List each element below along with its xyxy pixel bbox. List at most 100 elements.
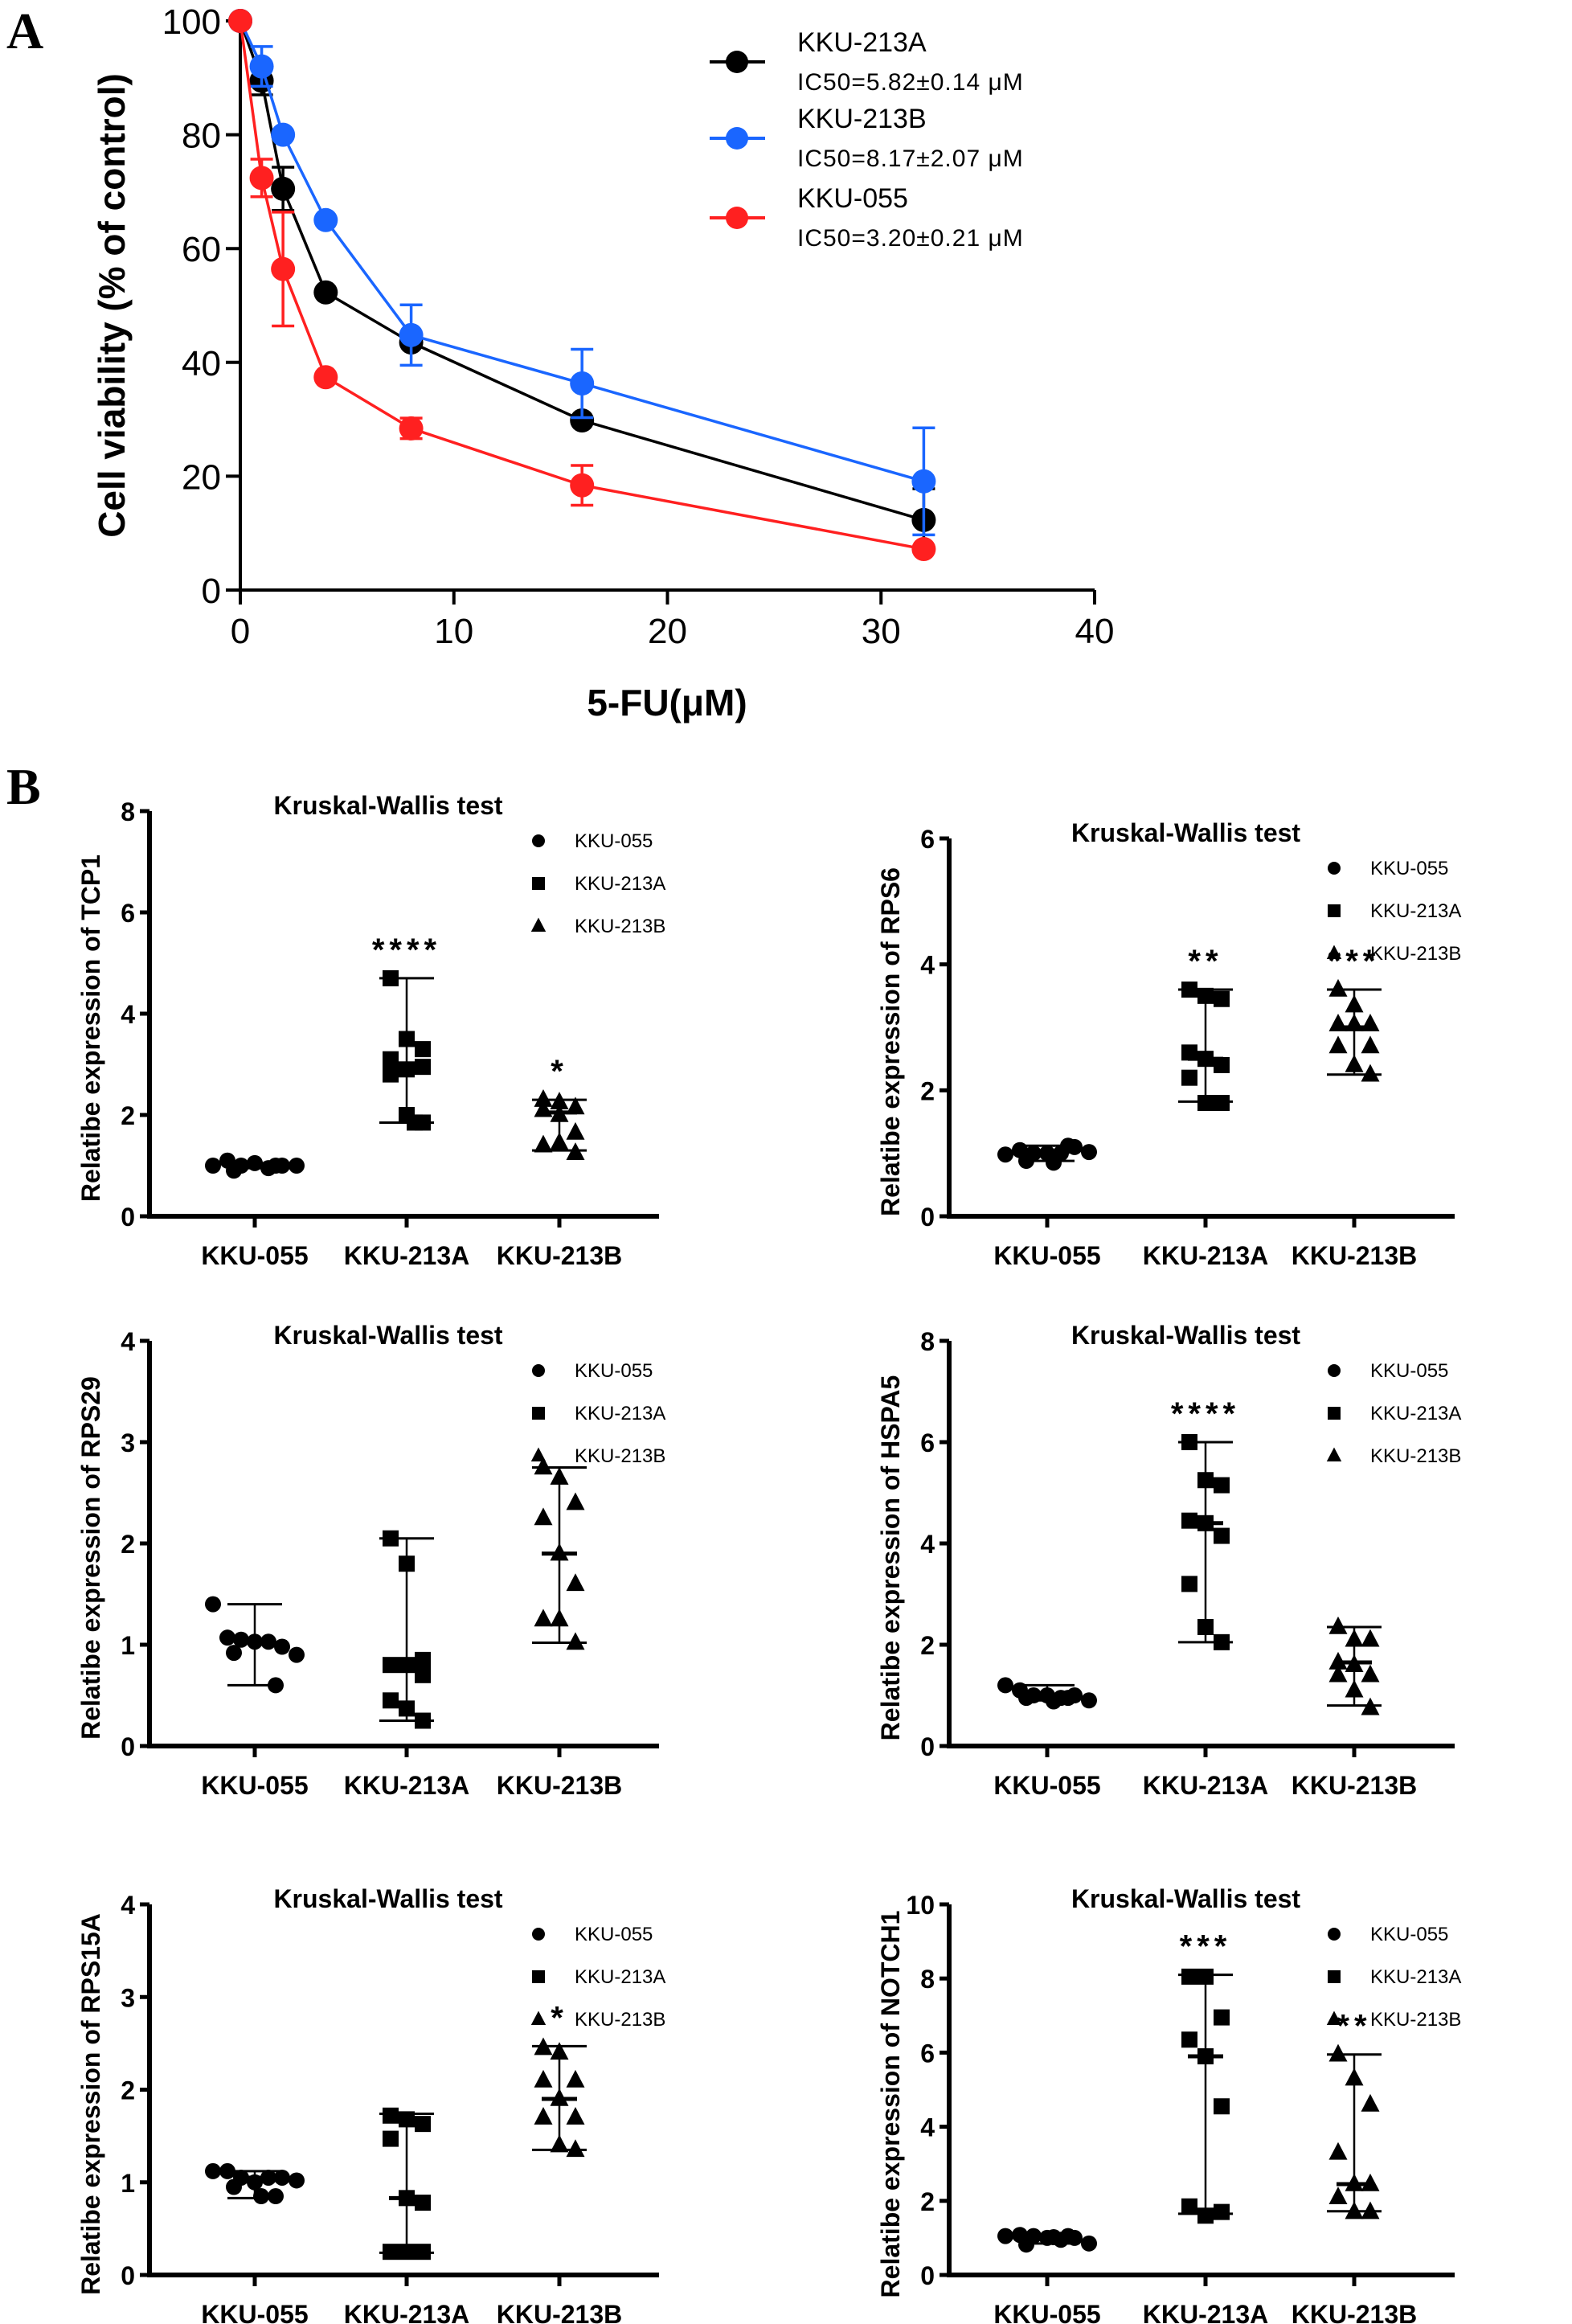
square-marker bbox=[1214, 990, 1230, 1007]
square-marker bbox=[1197, 1514, 1214, 1531]
legend-label: KKU-213A bbox=[575, 1966, 665, 1988]
legend-label: KKU-213B bbox=[797, 104, 927, 134]
circle-marker bbox=[1046, 2228, 1062, 2245]
y-tick-label: 10 bbox=[906, 1891, 935, 1920]
square-marker bbox=[1214, 1095, 1230, 1111]
triangle-marker bbox=[534, 1507, 553, 1526]
square-marker bbox=[1197, 1618, 1214, 1635]
circle-marker bbox=[532, 1364, 545, 1377]
x-tick-label: KKU-213B bbox=[1292, 1241, 1417, 1270]
legend-label: KKU-213A bbox=[1370, 900, 1461, 922]
x-tick-label: 10 bbox=[434, 612, 473, 651]
y-tick-label: 40 bbox=[182, 344, 221, 383]
legend-label: KKU-213B bbox=[575, 2009, 665, 2031]
triangle-marker bbox=[550, 2088, 569, 2106]
square-marker bbox=[1197, 1095, 1214, 1111]
series-line bbox=[239, 20, 924, 522]
y-tick-label: 3 bbox=[121, 1983, 135, 2012]
subplot-rps15a: 0 1 2 3 4 KKU-055 KKU-213A KKU-213B Relatibe exp… bbox=[76, 1884, 665, 2324]
legend-label: KKU-213A bbox=[1370, 1966, 1461, 1988]
triangle-marker bbox=[534, 1609, 553, 1627]
square-marker bbox=[1197, 2207, 1214, 2224]
legend-label: KKU-213B bbox=[1370, 2009, 1461, 2031]
circle-marker bbox=[289, 1158, 305, 1174]
data-point bbox=[271, 176, 296, 201]
y-tick-label: 4 bbox=[920, 2113, 935, 2142]
square-marker bbox=[1181, 982, 1197, 998]
square-marker bbox=[1328, 1970, 1341, 1983]
square-marker bbox=[399, 1657, 415, 1674]
square-marker bbox=[1214, 1477, 1230, 1494]
y-tick-label: 2 bbox=[121, 1101, 135, 1130]
triangle-marker bbox=[1345, 1629, 1364, 1647]
legend-label: KKU-213B bbox=[575, 916, 665, 937]
data-point bbox=[313, 280, 338, 305]
y-tick-label: 0 bbox=[920, 1203, 935, 1232]
circle-marker bbox=[226, 1162, 242, 1179]
x-tick-label: 20 bbox=[648, 612, 687, 651]
significance-label: ** bbox=[1188, 944, 1222, 979]
circle-marker bbox=[1081, 1692, 1097, 1709]
square-marker bbox=[1197, 1472, 1214, 1489]
circle-marker bbox=[289, 1646, 305, 1663]
y-tick-label: 4 bbox=[121, 1327, 135, 1356]
square-marker bbox=[1181, 1069, 1197, 1086]
square-marker bbox=[1181, 1512, 1197, 1529]
y-tick-label: 0 bbox=[121, 2261, 135, 2290]
y-tick-label: 0 bbox=[920, 1732, 935, 1761]
x-tick-label: KKU-055 bbox=[993, 1241, 1100, 1270]
data-point bbox=[570, 408, 595, 433]
group-kku-213b: ** bbox=[1327, 2009, 1382, 2219]
y-tick-label: 2 bbox=[920, 2187, 935, 2216]
x-tick-label: 40 bbox=[1075, 612, 1115, 651]
legend-ic50: IC50=3.20±0.21 μM bbox=[797, 225, 1024, 252]
chart-title: Kruskal-Wallis test bbox=[1071, 818, 1300, 847]
triangle-marker bbox=[1326, 945, 1342, 959]
square-marker bbox=[1181, 1044, 1197, 1061]
y-axis-title: Relatibe expression of RPS15A bbox=[76, 1913, 105, 2295]
circle-marker bbox=[247, 1154, 263, 1171]
y-axis-title: Cell viability (% of control) bbox=[91, 73, 133, 538]
circle-marker bbox=[268, 1677, 284, 1694]
subplot-tcp1: 0 2 4 6 8 KKU-055 KKU-213A KKU-213B Relatibe exp… bbox=[76, 791, 665, 1270]
significance-label: * bbox=[551, 2000, 568, 2035]
triangle-marker bbox=[1328, 1616, 1348, 1634]
legend-label: KKU-055 bbox=[575, 1360, 653, 1382]
circle-marker bbox=[1060, 2228, 1076, 2244]
panel-label-b: B bbox=[6, 758, 41, 815]
legend-label: KKU-213A bbox=[1370, 1403, 1461, 1424]
triangle-marker bbox=[566, 2139, 585, 2158]
group-kku-055 bbox=[205, 1596, 305, 1694]
square-marker bbox=[383, 2130, 399, 2147]
subplot-notch1: 0 2 4 6 8 10 KKU-055 KKU-213A KKU-213B Relatibe e… bbox=[876, 1884, 1461, 2324]
group-kku-213a: **** bbox=[1171, 1396, 1235, 1650]
triangle-marker bbox=[1345, 1679, 1364, 1698]
y-tick-label: 1 bbox=[121, 1631, 135, 1660]
circle-marker bbox=[997, 1146, 1013, 1163]
circle-marker bbox=[253, 2188, 269, 2205]
square-marker bbox=[415, 1712, 431, 1729]
square-marker bbox=[1181, 1968, 1197, 1985]
triangle-marker bbox=[1326, 2010, 1342, 2025]
y-tick-label: 2 bbox=[121, 2076, 135, 2105]
triangle-marker bbox=[1345, 1013, 1364, 1031]
triangle-marker bbox=[530, 2010, 547, 2025]
square-marker bbox=[1181, 1576, 1197, 1592]
square-marker bbox=[415, 2116, 431, 2133]
square-marker bbox=[383, 1066, 399, 1083]
triangle-marker bbox=[566, 1573, 585, 1592]
group-kku-213a: **** bbox=[372, 932, 436, 1131]
legend-label: KKU-055 bbox=[575, 1924, 653, 1945]
circle-marker bbox=[1046, 1154, 1062, 1171]
triangle-marker bbox=[1328, 1035, 1348, 1054]
circle-marker bbox=[219, 2162, 235, 2179]
group-kku-213a: ** bbox=[1178, 944, 1233, 1111]
triangle-marker bbox=[1345, 2201, 1364, 2219]
triangle-marker bbox=[1328, 1664, 1348, 1683]
legend-marker bbox=[726, 127, 748, 150]
legend-ic50: IC50=8.17±2.07 μM bbox=[797, 146, 1024, 172]
y-tick-label: 6 bbox=[920, 825, 935, 854]
square-marker bbox=[383, 1692, 399, 1709]
group-kku-213a bbox=[379, 1530, 434, 1729]
group-kku-213b: * bbox=[532, 2000, 587, 2158]
